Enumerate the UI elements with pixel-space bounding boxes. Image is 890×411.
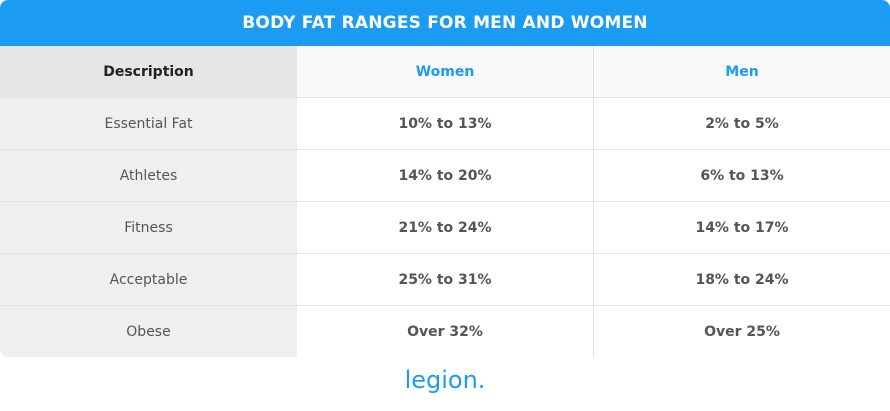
column-header: Description [0,46,297,97]
table-cell: 25% to 31% [297,253,593,305]
row-label: Obese [0,305,297,357]
row-label: Acceptable [0,253,297,305]
table-cell: 10% to 13% [297,97,593,149]
table-cell: 18% to 24% [593,253,890,305]
table-cell: 14% to 17% [593,201,890,253]
column-header: Men [593,46,890,97]
logo: legion. [404,366,486,394]
table-cell: 21% to 24% [297,201,593,253]
column-header: Women [297,46,593,97]
row-label: Fitness [0,201,297,253]
row-label: Essential Fat [0,97,297,149]
table-cell: 6% to 13% [593,149,890,201]
table-cell: Over 25% [593,305,890,357]
title: BODY FAT RANGES FOR MEN AND WOMEN [242,13,648,33]
table-cell: Over 32% [297,305,593,357]
table: Description Women Men Essential Fat 10% to 1… [0,46,890,357]
table-cell: 2% to 5% [593,97,890,149]
row-label: Athletes [0,149,297,201]
title-bar: BODY FAT RANGES FOR MEN AND WOMEN [0,0,890,46]
table-cell: 14% to 20% [297,149,593,201]
